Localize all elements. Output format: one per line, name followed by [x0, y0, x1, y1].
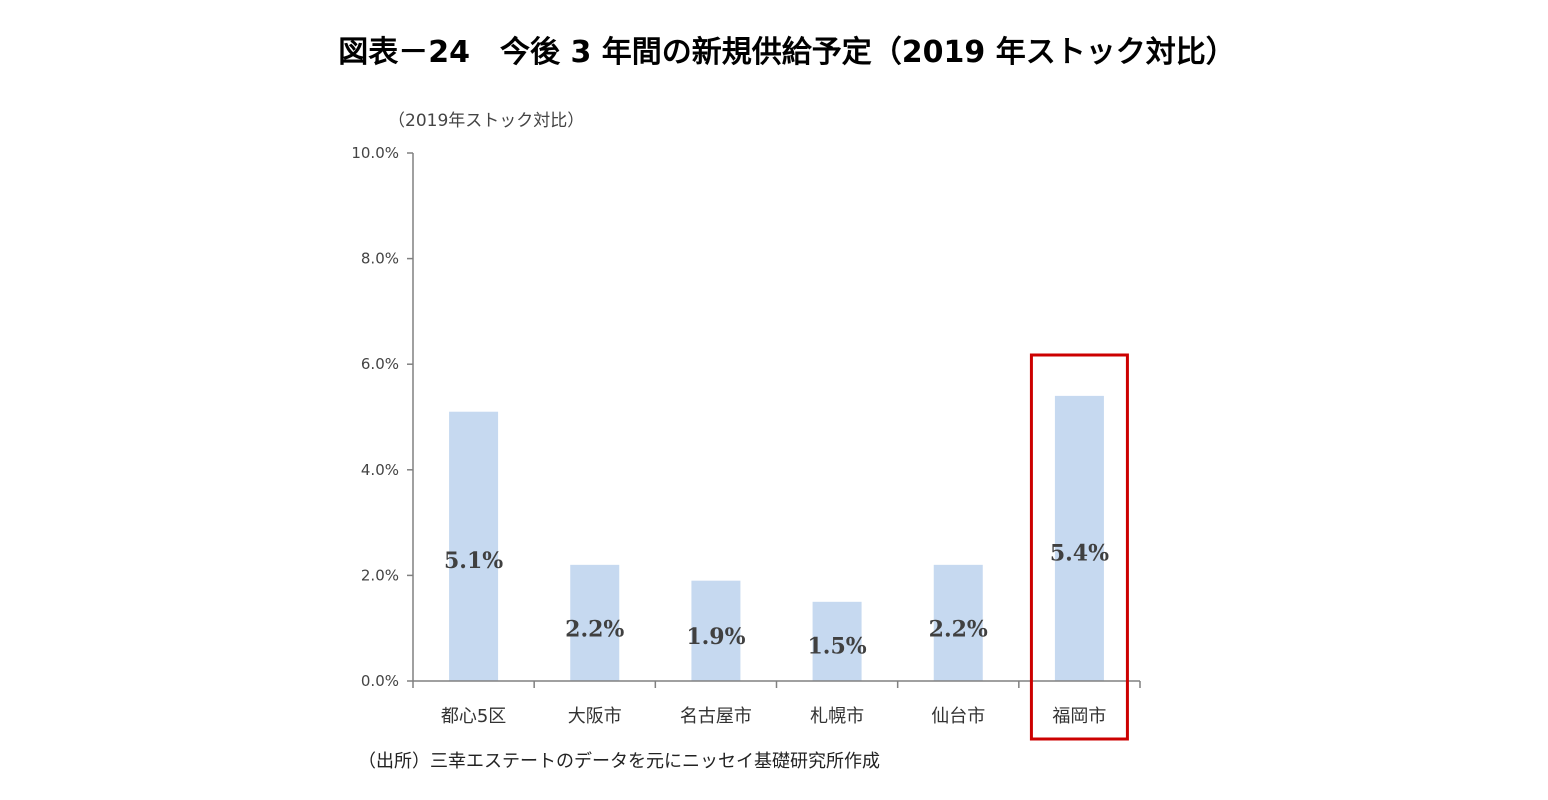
- highlight-box: [1029, 353, 1129, 741]
- bar: [449, 411, 499, 681]
- chart-title: 図表－24 今後 3 年間の新規供給予定（2019 年ストック対比）: [338, 35, 1235, 70]
- data-label: 1.5%: [807, 633, 866, 659]
- data-label: 5.4%: [1050, 541, 1109, 567]
- bar: [691, 580, 741, 681]
- bar: [1054, 395, 1104, 681]
- x-category-label: 名古屋市: [680, 706, 752, 727]
- bar: [570, 564, 620, 681]
- y-tick-label: 8.0%: [361, 250, 399, 268]
- data-label: 2.2%: [565, 617, 624, 643]
- x-category-label: 大阪市: [568, 706, 622, 727]
- y-tick-label: 4.0%: [361, 461, 399, 479]
- x-category-label: 札幌市: [810, 706, 864, 727]
- y-tick-label: 0.0%: [361, 672, 399, 690]
- y-tick-label: 6.0%: [361, 355, 399, 373]
- y-axis-unit-label: （2019年ストック対比）: [388, 111, 584, 131]
- bar: [933, 564, 983, 681]
- data-label: 2.2%: [929, 617, 988, 643]
- x-category-label: 福岡市: [1052, 706, 1106, 727]
- x-category-label: 都心5区: [441, 706, 506, 727]
- y-tick-label: 2.0%: [361, 566, 399, 584]
- source-note: （出所）三幸エステートのデータを元にニッセイ基礎研究所作成: [358, 751, 880, 772]
- x-category-label: 仙台市: [931, 706, 985, 727]
- data-label: 5.1%: [444, 548, 503, 574]
- y-tick-label: 10.0%: [351, 144, 399, 162]
- bar: [812, 601, 862, 681]
- plot-area: 0.0% 2.0% 4.0% 6.0% 8.0% 10.0% 都心5区 大阪市 名古屋市 札幌市 仙…: [351, 144, 1141, 741]
- data-label: 1.9%: [686, 624, 745, 650]
